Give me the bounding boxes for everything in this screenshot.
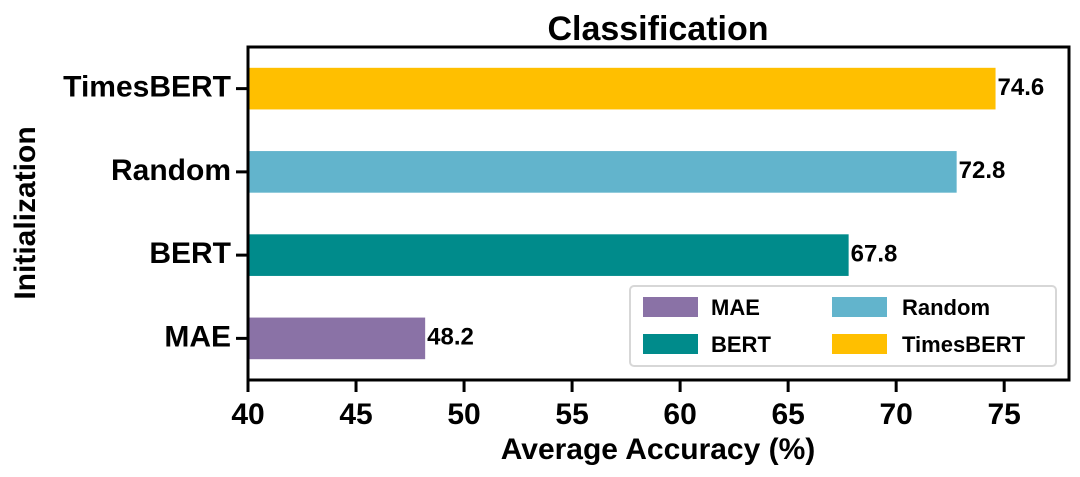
bar-timesbert [248, 67, 996, 110]
x-tick-label-75: 75 [987, 398, 1020, 431]
x-tick-label-55: 55 [555, 398, 588, 431]
value-label-mae: 48.2 [427, 324, 474, 351]
value-labels-layer: 48.2 67.8 72.8 74.6 [427, 74, 1044, 351]
bar-random [248, 151, 957, 193]
y-tick-label-random: Random [111, 154, 231, 187]
y-tick-label-bert: BERT [149, 237, 231, 270]
y-tick-label-mae: MAE [164, 320, 231, 353]
value-label-bert: 67.8 [851, 240, 898, 267]
legend-label-timesbert: TimesBERT [902, 332, 1026, 357]
legend-swatch-random [832, 297, 887, 317]
x-tick-label-65: 65 [771, 398, 804, 431]
x-tick-label-60: 60 [663, 398, 696, 431]
value-label-timesbert: 74.6 [998, 74, 1045, 101]
x-axis-label: Average Accuracy (%) [501, 433, 816, 466]
chart-title: Classification [547, 10, 768, 48]
x-tick-label-45: 45 [339, 398, 372, 431]
legend-label-random: Random [902, 295, 990, 320]
bars-layer [248, 67, 996, 360]
value-label-random: 72.8 [959, 157, 1006, 184]
plot-frame [246, 45, 1071, 382]
bar-bert [248, 234, 849, 276]
ticks-layer: MAE BERT Random TimesBERT 40 45 50 55 60 65 70 75 [63, 71, 1021, 431]
legend-label-bert: BERT [711, 332, 771, 357]
x-tick-label-50: 50 [447, 398, 480, 431]
x-tick-label-40: 40 [231, 398, 264, 431]
legend-swatch-bert [643, 334, 698, 354]
y-axis-label: Initialization [9, 126, 42, 299]
legend-swatch-mae [643, 297, 698, 317]
legend-label-mae: MAE [711, 295, 760, 320]
legend-box [629, 285, 1057, 367]
legend: MAE Random BERT TimesBERT [629, 285, 1057, 367]
x-tick-label-70: 70 [879, 398, 912, 431]
bar-mae [248, 317, 426, 360]
legend-swatch-timesbert [832, 334, 887, 354]
y-tick-label-timesbert: TimesBERT [63, 71, 231, 104]
